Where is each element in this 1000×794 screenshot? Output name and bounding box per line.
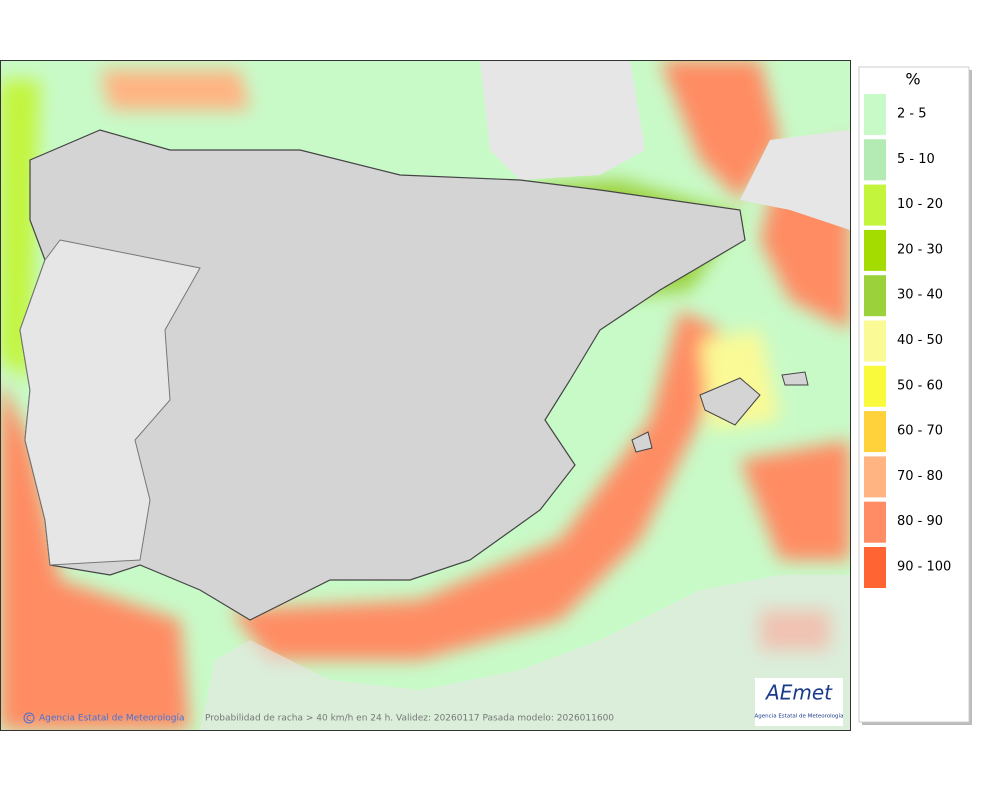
legend-swatch <box>864 411 886 453</box>
legend-swatch <box>864 456 886 498</box>
legend-label: 10 - 20 <box>897 197 943 212</box>
legend-label: 2 - 5 <box>897 107 927 122</box>
legend-label: 40 - 50 <box>897 333 943 348</box>
france <box>480 60 645 180</box>
logo-box <box>755 678 843 726</box>
legend-label: 80 - 90 <box>897 514 943 529</box>
france-south <box>740 130 850 230</box>
legend-swatch <box>864 320 886 362</box>
legend-swatch <box>864 229 886 271</box>
africa <box>200 575 850 730</box>
map-frame <box>0 60 851 731</box>
logo: AEmet <box>764 681 833 705</box>
ibiza <box>631 431 653 453</box>
copyright-icon <box>23 712 35 724</box>
legend-label: 50 - 60 <box>897 378 943 393</box>
legend-title: % <box>905 70 920 89</box>
copyright-icon <box>26 715 32 721</box>
credit: Agencia Estatal de Meteorología <box>39 714 185 724</box>
legend-label: 5 - 10 <box>897 152 935 167</box>
legend-items: 2 - 5 5 - 10 10 - 20 20 - 30 30 - 40 40 - 50 5… <box>864 94 951 588</box>
logo-subtitle: Agencia Estatal de Meteorología <box>755 713 844 720</box>
legend-swatch <box>864 365 886 407</box>
legend-swatch <box>864 547 886 588</box>
legend-label: 70 - 80 <box>897 469 943 484</box>
menorca <box>781 371 809 386</box>
legend-label: 60 - 70 <box>897 424 943 439</box>
legend-swatch <box>864 184 886 226</box>
caption: Probabilidad de racha > 40 km/h en 24 h.… <box>205 714 614 724</box>
legend-swatch <box>864 139 886 181</box>
legend-swatch <box>864 275 886 317</box>
map: Agencia Estatal de Meteorología Probabil… <box>0 60 850 730</box>
portugal <box>19 239 201 566</box>
mallorca <box>699 377 761 426</box>
legend-swatch <box>864 501 886 543</box>
legend-label: 90 - 100 <box>897 560 951 575</box>
legend-swatch <box>864 94 886 135</box>
legend-label: 30 - 40 <box>897 288 943 303</box>
legend-label: 20 - 30 <box>897 242 943 257</box>
